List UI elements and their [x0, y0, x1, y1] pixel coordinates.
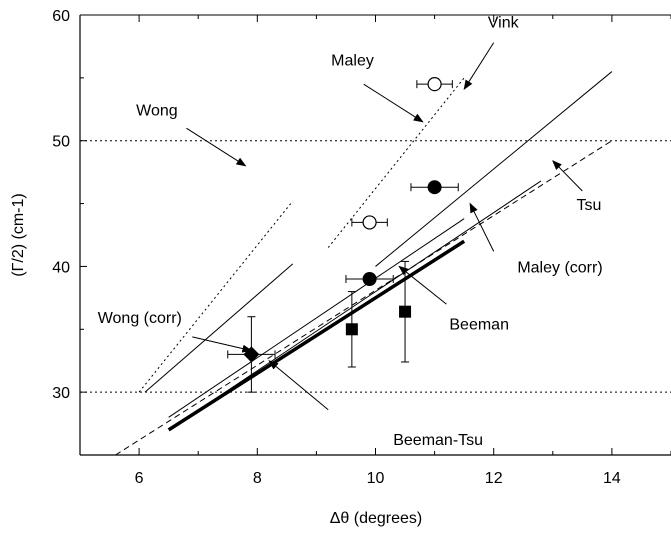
- annotation-arrow: [268, 360, 329, 411]
- data-point-filled-square: [399, 305, 412, 318]
- series-line: [115, 140, 613, 455]
- lines-layer: [115, 71, 613, 455]
- data-point-open-circle: [427, 77, 442, 92]
- x-axis-title: Δθ (degrees): [330, 510, 423, 527]
- data-point-filled-circle: [427, 180, 442, 195]
- annotation-arrow: [463, 42, 495, 91]
- y-tick-label: 40: [52, 259, 70, 276]
- data-point-filled-square: [345, 323, 358, 336]
- annotation-arrow: [398, 265, 447, 305]
- annotation-label: Maley: [331, 52, 374, 69]
- series-line: [168, 218, 465, 418]
- x-tick-label: 12: [485, 470, 503, 487]
- x-tick-label: 8: [253, 470, 262, 487]
- annotation-label: Vink: [488, 15, 520, 32]
- axes-layer: 6 8 10 12 14 30 40 50 60: [52, 8, 671, 487]
- y-tick-label: 50: [52, 134, 70, 151]
- data-point-open-circle: [362, 215, 377, 230]
- series-line: [327, 77, 465, 248]
- y-tick-label: 60: [52, 8, 70, 25]
- points-layer: [227, 77, 459, 393]
- annotation-label: Wong (corr): [98, 310, 182, 327]
- x-tick-label: 10: [367, 470, 385, 487]
- annotation-label: Maley (corr): [517, 260, 602, 277]
- series-line: [138, 200, 294, 393]
- annotation-arrow: [469, 202, 495, 252]
- series-line: [375, 71, 613, 267]
- annotation-arrow: [186, 127, 247, 167]
- x-tick-label: 14: [603, 470, 621, 487]
- y-tick-label: 30: [52, 385, 70, 402]
- annotation-label: Tsu: [576, 197, 601, 214]
- annotation-arrow: [192, 336, 253, 353]
- grid-layer: [80, 140, 671, 393]
- x-tick-label: 6: [135, 470, 144, 487]
- annotation-arrow: [552, 160, 583, 192]
- annotation-label: Beeman-Tsu: [393, 432, 483, 449]
- annotations-layer: Maley Vink Wong Tsu Maley (corr) Beeman Wong (…: [98, 15, 603, 449]
- annotation-arrow: [363, 83, 424, 123]
- series-line: [144, 263, 294, 393]
- data-point-filled-diamond: [243, 346, 260, 363]
- series-line: [167, 239, 466, 432]
- y-axis-title: (Γ/2) (cm-1): [10, 193, 27, 276]
- annotation-label: Wong: [136, 103, 178, 120]
- data-point-filled-circle: [362, 272, 377, 286]
- annotation-label: Beeman: [449, 316, 509, 333]
